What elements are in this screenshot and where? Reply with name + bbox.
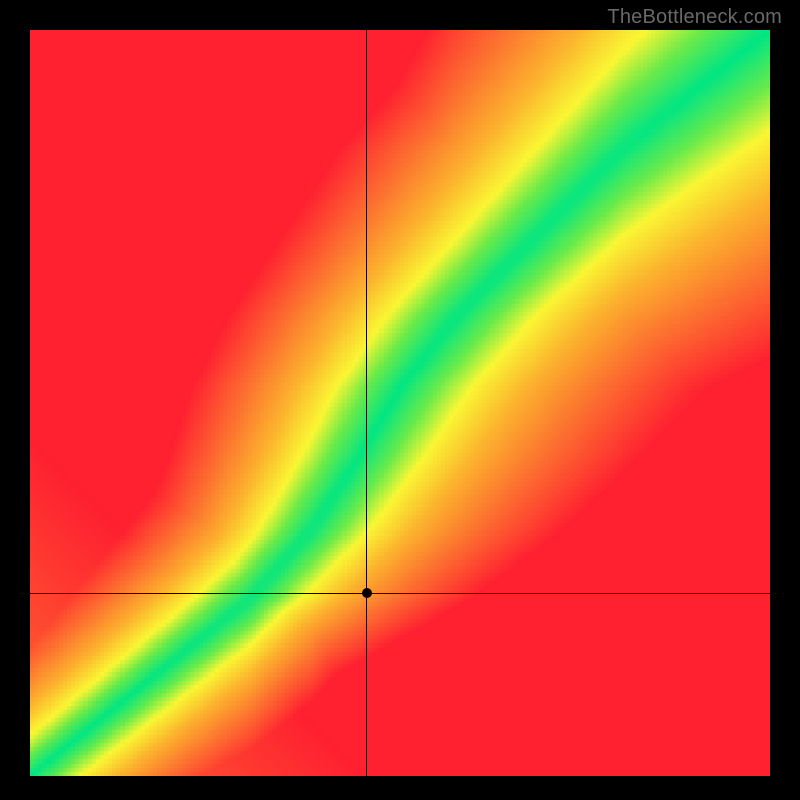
plot-area — [30, 30, 770, 776]
crosshair-vertical — [366, 30, 367, 776]
watermark-text: TheBottleneck.com — [607, 6, 782, 29]
crosshair-marker-dot — [362, 588, 372, 598]
heatmap-canvas — [30, 30, 770, 776]
chart-container: TheBottleneck.com — [0, 0, 800, 800]
heatmap-canvas-wrap — [30, 30, 770, 776]
crosshair-horizontal — [30, 593, 770, 594]
